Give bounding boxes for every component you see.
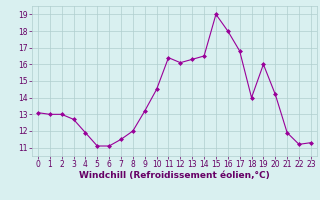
X-axis label: Windchill (Refroidissement éolien,°C): Windchill (Refroidissement éolien,°C)	[79, 171, 270, 180]
